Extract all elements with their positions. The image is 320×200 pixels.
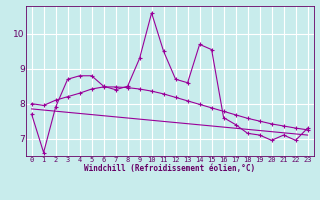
X-axis label: Windchill (Refroidissement éolien,°C): Windchill (Refroidissement éolien,°C): [84, 164, 255, 173]
